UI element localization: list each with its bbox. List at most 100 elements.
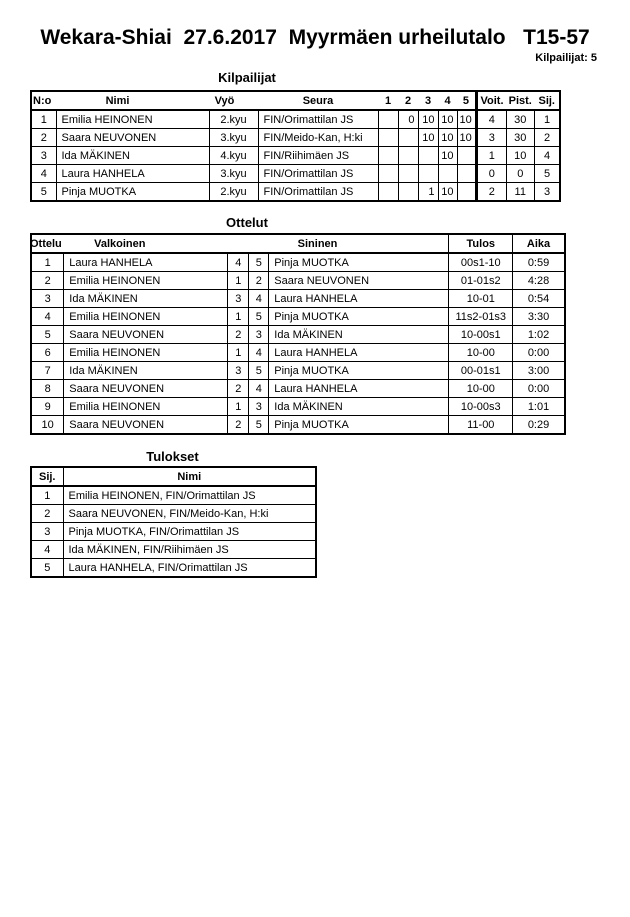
cell: 10 — [456, 109, 477, 129]
cell: 10-00s1 — [448, 325, 514, 344]
cell: 5 — [248, 361, 270, 380]
cell: 3 — [248, 325, 270, 344]
cell: 5 — [30, 325, 65, 344]
cell: 4.kyu — [208, 146, 259, 165]
cell: 10-00s3 — [448, 397, 514, 416]
column-header-blue: Sininen — [268, 234, 449, 254]
table-row: 5 Saara NEUVONEN 2 3 Ida MÄKINEN 10-00s1 1:02 — [30, 325, 566, 344]
cell: 01-01s2 — [448, 271, 514, 290]
table-row: 2 Emilia HEINONEN 1 2 Saara NEUVONEN 01-01s2 4… — [30, 271, 566, 290]
cell — [377, 164, 399, 183]
column-header-white: Valkoinen — [63, 234, 228, 254]
cell: 0:00 — [512, 343, 566, 362]
cell: Emilia HEINONEN, FIN/Orimattilan JS — [62, 485, 317, 505]
cell: Laura HANHELA — [268, 343, 450, 362]
table-body: 1 Laura HANHELA 4 5 Pinja MUOTKA 00s1-10 0:59 2… — [30, 252, 566, 435]
cell: 1 — [417, 182, 439, 202]
cell: 5 — [248, 252, 270, 272]
cell: 4 — [248, 379, 270, 398]
column-header-place: Sij. — [31, 467, 63, 487]
cell: 10 — [437, 128, 458, 147]
cell: FIN/Meido-Kan, H:ki — [257, 128, 379, 147]
table-row: 7 Ida MÄKINEN 3 5 Pinja MUOTKA 00-01s1 3:00 — [30, 361, 566, 380]
cell: 11 — [505, 182, 535, 202]
cell: Pinja MUOTKA — [268, 361, 450, 380]
cell: 1:01 — [512, 397, 566, 416]
column-header-blue-no — [248, 234, 269, 254]
cell — [456, 146, 477, 165]
cell: Pinja MUOTKA — [268, 307, 450, 326]
cell: 3 — [227, 361, 250, 380]
cell: 0:00 — [512, 379, 566, 398]
cell: 2.kyu — [208, 109, 259, 129]
table-header: Sij. Nimi — [31, 467, 316, 487]
cell: 3 — [227, 289, 250, 308]
cell: 10 — [505, 146, 535, 165]
cell — [377, 128, 399, 147]
cell — [417, 164, 439, 183]
column-header-place: Sij. — [534, 91, 561, 111]
cell: Pinja MUOTKA, FIN/Orimattilan JS — [62, 522, 317, 541]
cell: 00-01s1 — [448, 361, 514, 380]
cell: 4 — [30, 307, 65, 326]
cell: 0:29 — [512, 415, 566, 435]
cell: 4:28 — [512, 271, 566, 290]
cell — [377, 182, 399, 202]
cell: FIN/Riihimäen JS — [257, 146, 379, 165]
cell: 5 — [248, 307, 270, 326]
cell: 4 — [474, 109, 507, 129]
section-title-results: Tulokset — [146, 449, 199, 464]
results-page: { "page": { "title": "Wekara-Shiai 27.6.… — [0, 26, 630, 917]
table-row: 3 Ida MÄKINEN 3 4 Laura HANHELA 10-01 0:54 — [30, 289, 566, 308]
cell: 0 — [474, 164, 507, 183]
cell: Laura HANHELA — [55, 164, 210, 183]
cell: Emilia HEINONEN — [63, 307, 229, 326]
cell: FIN/Orimattilan JS — [257, 109, 379, 129]
cell: 5 — [248, 415, 270, 435]
cell: 4 — [227, 252, 250, 272]
column-header-name: Nimi — [62, 467, 316, 487]
cell — [397, 182, 419, 202]
cell: 3 — [30, 522, 64, 541]
cell: Saara NEUVONEN — [63, 325, 229, 344]
header-row: Ottelu Valkoinen Sininen Tulos Aika — [30, 234, 565, 254]
table-row: 1 Emilia HEINONEN, FIN/Orimattilan JS — [30, 485, 317, 505]
column-header-points: Pist. — [506, 91, 535, 111]
column-header-no: N:o — [31, 91, 56, 111]
cell: 1 — [30, 485, 64, 505]
cell: 10-00 — [448, 343, 514, 362]
section-title-matches: Ottelut — [226, 215, 268, 230]
table-row: 4 Emilia HEINONEN 1 5 Pinja MUOTKA 11s2-01s3 3… — [30, 307, 566, 326]
cell: 0 — [397, 109, 419, 129]
cell: Pinja MUOTKA — [268, 252, 450, 272]
cell: 0:59 — [512, 252, 566, 272]
cell: Ida MÄKINEN — [63, 289, 229, 308]
column-header-5: 5 — [457, 91, 477, 111]
column-header-2: 2 — [398, 91, 418, 111]
cell — [437, 164, 458, 183]
cell: 4 — [533, 146, 561, 165]
cell: Emilia HEINONEN — [63, 271, 229, 290]
cell: 3:30 — [512, 307, 566, 326]
matches-table: Ottelu Valkoinen Sininen Tulos Aika 1 Lau… — [30, 233, 566, 435]
cell: 2 — [227, 379, 250, 398]
cell: 1 — [227, 271, 250, 290]
cell — [397, 164, 419, 183]
competitors-table: N:o Nimi Vyö Seura 1 2 3 4 5 Voit. Pist.… — [30, 90, 562, 202]
cell: 4 — [30, 540, 64, 559]
cell: 10-00 — [448, 379, 514, 398]
cell: Laura HANHELA — [268, 289, 450, 308]
cell: 0 — [505, 164, 535, 183]
cell: 1:02 — [512, 325, 566, 344]
table-row: 4 Laura HANHELA 3.kyu FIN/Orimattilan JS 0 0 5 — [30, 164, 561, 183]
table-row: 10 Saara NEUVONEN 2 5 Pinja MUOTKA 11-00 0:29 — [30, 415, 566, 435]
cell: Pinja MUOTKA — [268, 415, 450, 435]
cell: 2 — [30, 128, 57, 147]
table-body: 1 Emilia HEINONEN, FIN/Orimattilan JS 2 Saa… — [30, 485, 317, 578]
cell: 2 — [30, 504, 64, 523]
cell: 10 — [417, 109, 439, 129]
cell: 1 — [30, 109, 57, 129]
cell: Saara NEUVONEN — [268, 271, 450, 290]
cell: 00s1-10 — [448, 252, 514, 272]
column-header-club: Seura — [258, 91, 378, 111]
